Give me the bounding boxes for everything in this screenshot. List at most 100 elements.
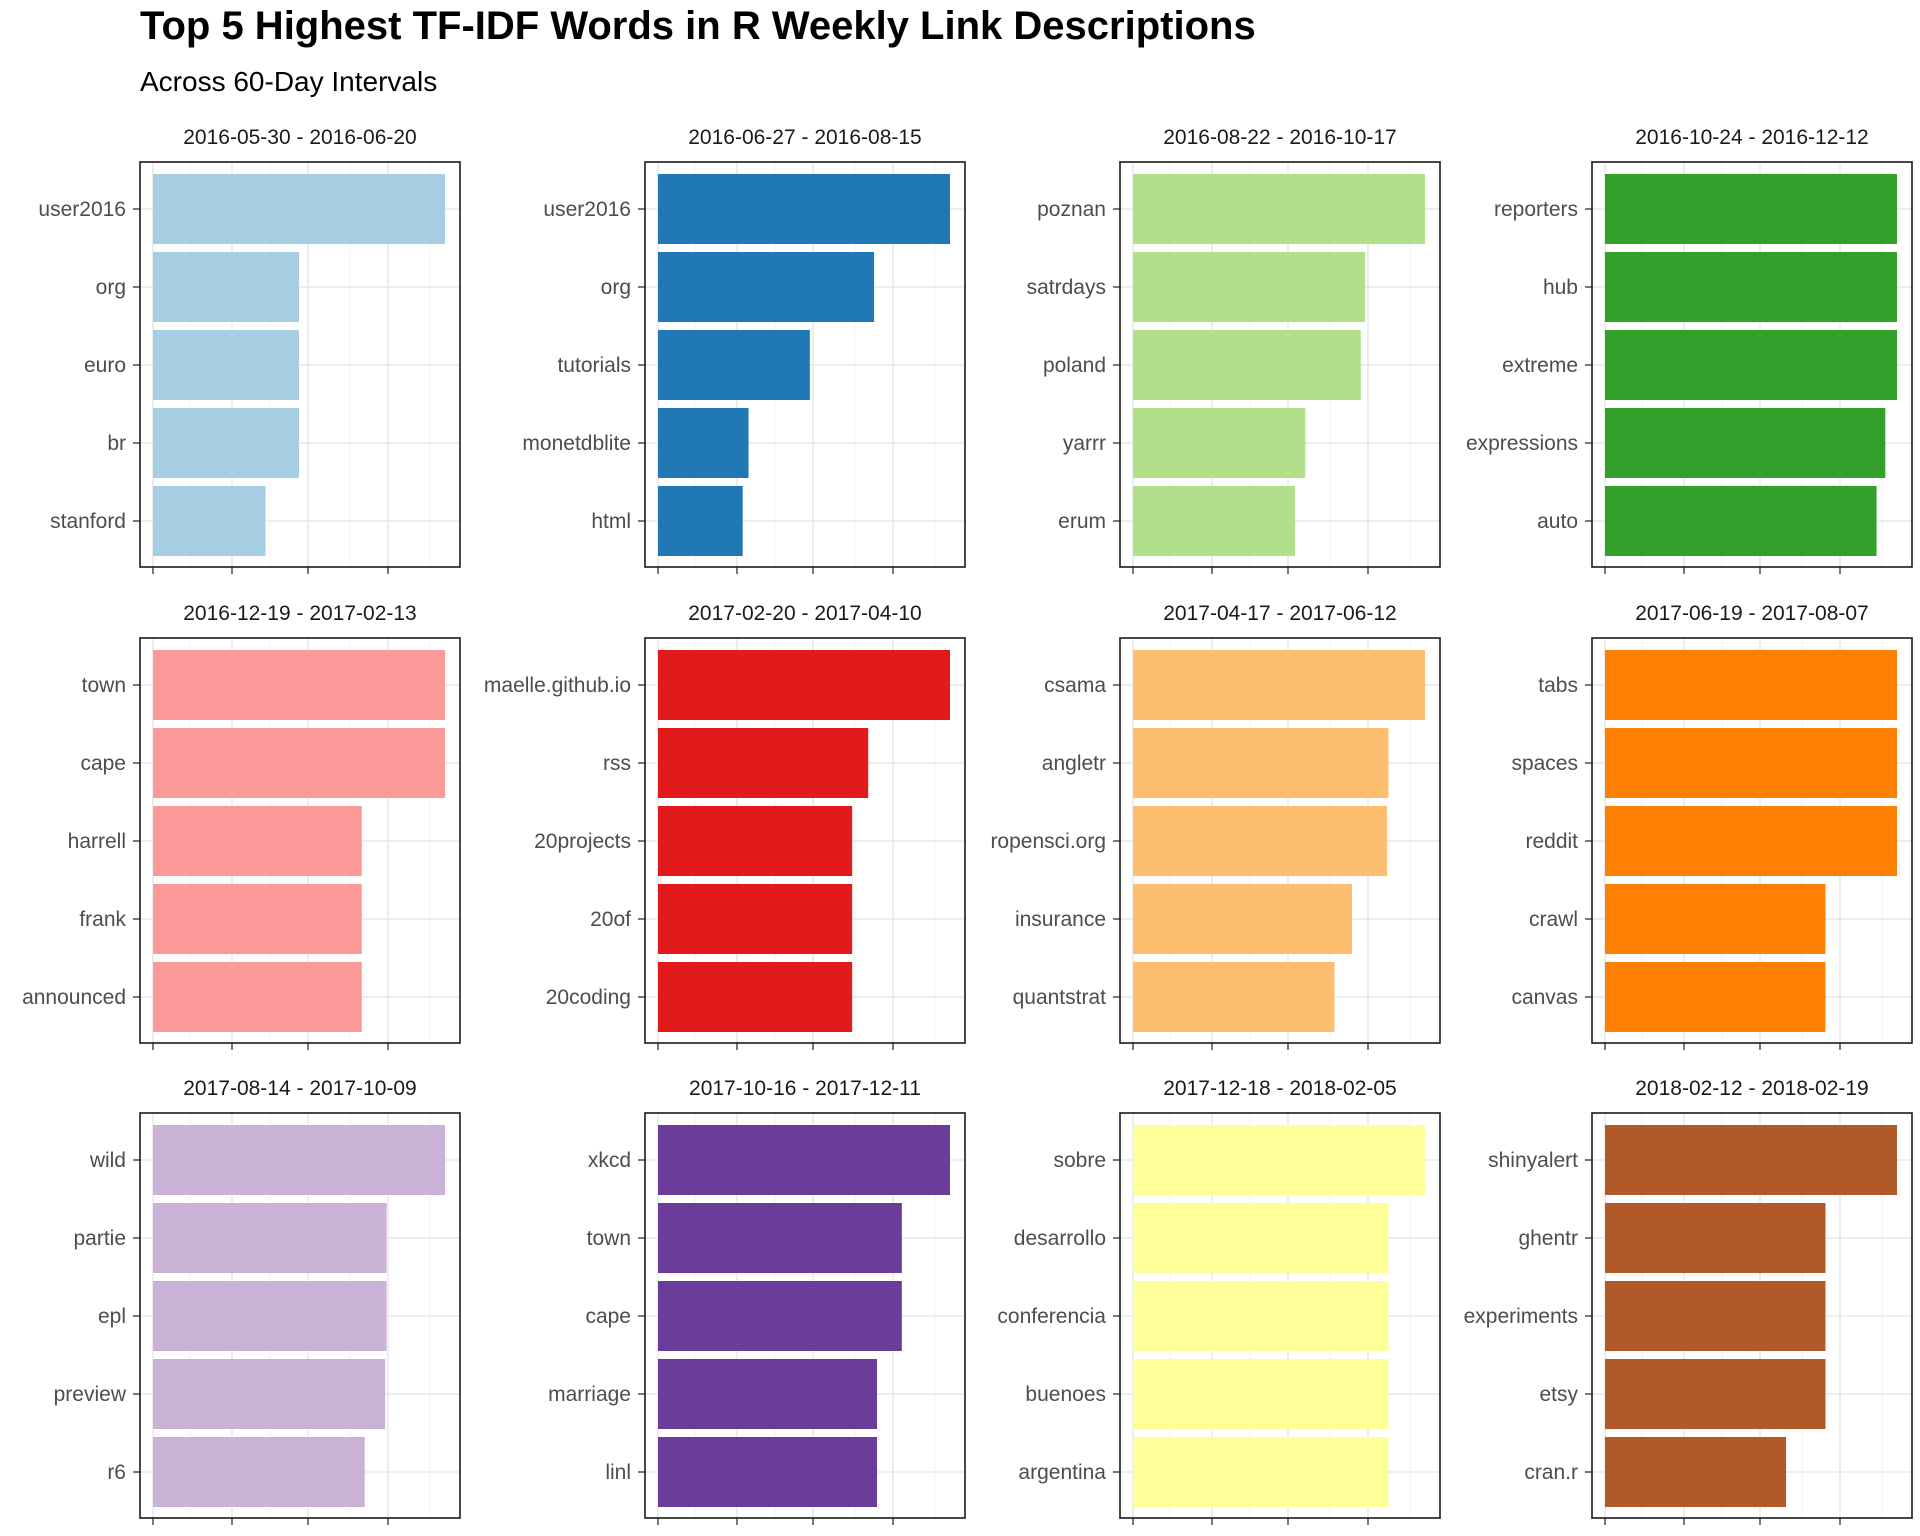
bar — [1605, 1281, 1826, 1351]
y-tick-label: quantstrat — [1013, 986, 1107, 1009]
y-tick-label: harrell — [68, 830, 126, 853]
bar — [658, 174, 950, 244]
facet-strip-label: 2016-05-30 - 2016-06-20 — [183, 126, 417, 149]
bar — [153, 1437, 365, 1507]
y-tick-label: erum — [1058, 510, 1106, 533]
y-tick-label: poland — [1043, 354, 1106, 377]
chart-title: Top 5 Highest TF-IDF Words in R Weekly L… — [140, 4, 1256, 48]
bar — [658, 1359, 877, 1429]
facet-panel: poznan satrdays poland yarrr erum 2016-08-22 … — [1027, 126, 1441, 574]
facet-panel: town cape harrell frank announced 2016-12-19 … — [22, 602, 461, 1050]
y-tick-label: cape — [585, 1305, 631, 1328]
y-tick-label: poznan — [1037, 198, 1106, 221]
y-tick-label: hub — [1543, 276, 1578, 299]
bar — [153, 408, 299, 478]
y-tick-label: reporters — [1494, 198, 1578, 221]
bar — [1133, 1437, 1389, 1507]
bar — [153, 884, 362, 954]
bar — [153, 728, 445, 798]
bar — [658, 1125, 950, 1195]
y-tick-label: yarrr — [1063, 432, 1106, 455]
y-tick-label: 20projects — [534, 830, 631, 853]
panel-border — [1119, 161, 1441, 568]
y-tick-label: desarrollo — [1014, 1227, 1106, 1250]
y-tick-label: auto — [1537, 510, 1578, 533]
y-tick-label: monetdblite — [522, 432, 631, 455]
facet-panel: tabs spaces reddit crawl canvas 2017-06-19 - … — [1511, 602, 1913, 1050]
y-tick-label: preview — [54, 1383, 127, 1406]
bar — [658, 486, 743, 556]
bar — [1133, 728, 1389, 798]
bar — [658, 962, 853, 1032]
facet-strip-label: 2016-12-19 - 2017-02-13 — [183, 602, 417, 625]
facet-panel: wild partie epl preview r6 2017-08-14 - 2017-… — [54, 1077, 461, 1525]
bar — [1133, 408, 1306, 478]
y-tick-label: r6 — [107, 1461, 126, 1484]
bar — [1133, 252, 1366, 322]
bar — [153, 252, 299, 322]
y-tick-label: wild — [89, 1149, 126, 1172]
bar — [658, 806, 853, 876]
y-tick-label: br — [107, 432, 126, 455]
y-tick-label: ropensci.org — [990, 830, 1106, 853]
bar — [658, 650, 950, 720]
y-tick-label: announced — [22, 986, 126, 1009]
y-tick-label: shinyalert — [1488, 1149, 1578, 1172]
bar — [1133, 650, 1425, 720]
y-tick-label: satrdays — [1027, 276, 1106, 299]
bar — [1133, 330, 1361, 400]
panel-border — [644, 637, 966, 1044]
bar — [1133, 884, 1352, 954]
facet-strip-label: 2017-02-20 - 2017-04-10 — [688, 602, 922, 625]
y-tick-label: xkcd — [588, 1149, 631, 1172]
y-tick-label: 20coding — [546, 986, 631, 1009]
y-tick-label: csama — [1044, 674, 1106, 697]
facet-strip-label: 2017-08-14 - 2017-10-09 — [183, 1077, 417, 1100]
bar — [1133, 486, 1296, 556]
panel-border — [1119, 637, 1441, 1044]
y-tick-label: insurance — [1015, 908, 1106, 931]
y-tick-label: org — [601, 276, 631, 299]
y-tick-label: stanford — [50, 510, 126, 533]
bar — [153, 1359, 386, 1429]
facet-strip-label: 2018-02-12 - 2018-02-19 — [1635, 1077, 1869, 1100]
y-tick-label: crawl — [1529, 908, 1578, 931]
bar — [1133, 1203, 1389, 1273]
bar — [658, 884, 853, 954]
panel-border — [1119, 1112, 1441, 1519]
panel-border — [1591, 1112, 1913, 1519]
bar — [1605, 884, 1826, 954]
bar — [153, 650, 445, 720]
facet-strip-label: 2016-08-22 - 2016-10-17 — [1163, 126, 1397, 149]
panel-border — [139, 161, 461, 568]
bar — [1605, 486, 1877, 556]
y-tick-label: user2016 — [543, 198, 631, 221]
facet-strip-label: 2017-12-18 - 2018-02-05 — [1163, 1077, 1397, 1100]
facet-panel: user2016 org tutorials monetdblite html 2016-… — [522, 126, 966, 574]
panel-border — [139, 1112, 461, 1519]
y-tick-label: extreme — [1502, 354, 1578, 377]
y-tick-label: angletr — [1042, 752, 1106, 775]
bar — [1133, 806, 1388, 876]
bar — [658, 408, 749, 478]
y-tick-label: ghentr — [1518, 1227, 1578, 1250]
bar — [153, 1281, 387, 1351]
bar — [1605, 1203, 1826, 1273]
bar — [658, 1203, 902, 1273]
bar — [658, 252, 875, 322]
facet-strip-label: 2017-06-19 - 2017-08-07 — [1635, 602, 1869, 625]
bar — [1133, 1281, 1389, 1351]
y-tick-label: canvas — [1511, 986, 1578, 1009]
y-tick-label: cape — [80, 752, 126, 775]
bar — [658, 728, 869, 798]
y-tick-label: frank — [79, 908, 126, 931]
panel-border — [139, 637, 461, 1044]
bar — [1133, 1125, 1425, 1195]
bar — [153, 174, 445, 244]
y-tick-label: experiments — [1464, 1305, 1578, 1328]
y-tick-label: tabs — [1538, 674, 1578, 697]
y-tick-label: expressions — [1466, 432, 1578, 455]
y-tick-label: argentina — [1018, 1461, 1106, 1484]
y-tick-label: linl — [605, 1461, 631, 1484]
facet-panel: sobre desarrollo conferencia buenoes argenti… — [997, 1077, 1441, 1525]
